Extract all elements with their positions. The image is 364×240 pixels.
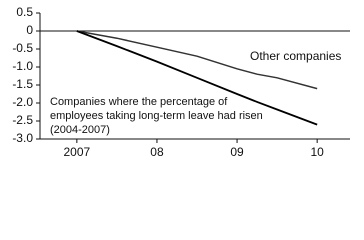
page: {"chart_data": {"type": "line", "x": [20… [12,5,350,160]
y-tick-label: -1.5 [12,77,33,91]
series-label: (2004-2007) [50,124,110,136]
series-line [76,30,318,126]
series-label: employees taking long-term leave had ris… [50,110,263,122]
series-label: Companies where the percentage of [50,96,228,108]
series-label: Other companies [250,49,341,63]
x-tick-label: 09 [230,145,244,159]
y-tick-label: -3.0 [12,131,33,145]
y-tick-label: -2.5 [12,113,33,127]
x-tick-label: 08 [150,145,164,159]
y-tick-label: -0.5 [12,41,33,55]
x-tick-label: 10 [310,145,324,159]
chart: 0.5 0 -0.5 -1.0 -1.5 -2.0 -2.5 -3.0 2007 08 09 10 Ot… [12,5,350,159]
y-tick-label: -2.0 [12,95,33,109]
series-line [76,30,318,90]
y-tick-label: -1.0 [12,59,33,73]
x-tick-label: 2007 [63,145,90,159]
y-tick-label: 0.5 [16,5,33,19]
y-tick-label: 0 [26,23,33,37]
